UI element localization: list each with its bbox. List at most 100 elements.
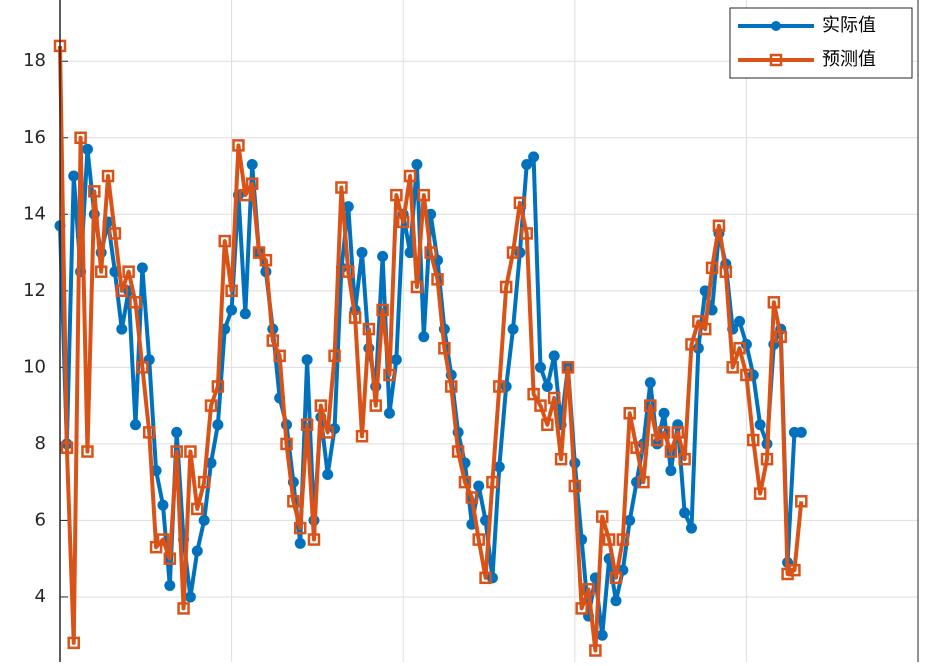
marker bbox=[623, 407, 636, 420]
marker bbox=[760, 452, 774, 466]
marker bbox=[149, 540, 163, 554]
marker bbox=[657, 426, 671, 439]
marker bbox=[514, 247, 526, 259]
marker bbox=[671, 426, 685, 439]
marker bbox=[616, 533, 630, 546]
legend-marker bbox=[771, 21, 781, 31]
marker bbox=[156, 533, 170, 546]
marker bbox=[191, 502, 204, 516]
marker bbox=[239, 308, 251, 320]
marker bbox=[348, 311, 362, 324]
marker bbox=[438, 341, 451, 355]
marker bbox=[136, 262, 148, 274]
marker bbox=[122, 265, 135, 278]
marker bbox=[486, 475, 499, 489]
marker bbox=[232, 139, 245, 152]
marker bbox=[528, 151, 540, 163]
marker bbox=[521, 159, 533, 171]
marker bbox=[410, 280, 424, 294]
marker bbox=[692, 315, 705, 328]
marker bbox=[226, 304, 238, 316]
marker bbox=[411, 159, 423, 171]
marker bbox=[424, 246, 437, 259]
marker bbox=[322, 468, 334, 480]
marker bbox=[67, 636, 80, 650]
y-tick-label: 4 bbox=[35, 586, 46, 607]
marker bbox=[520, 227, 534, 240]
marker bbox=[479, 571, 492, 585]
marker bbox=[507, 323, 519, 335]
marker bbox=[403, 169, 417, 183]
marker bbox=[658, 407, 670, 419]
marker bbox=[94, 265, 108, 278]
marker bbox=[568, 479, 582, 493]
marker bbox=[218, 234, 231, 248]
marker bbox=[184, 591, 196, 603]
marker bbox=[678, 452, 691, 466]
marker bbox=[68, 170, 80, 182]
marker bbox=[177, 602, 190, 615]
marker bbox=[197, 475, 211, 489]
y-tick-label: 10 bbox=[23, 356, 46, 377]
marker bbox=[719, 265, 733, 278]
marker bbox=[644, 377, 656, 389]
marker bbox=[198, 514, 210, 526]
y-tick-label: 8 bbox=[35, 433, 46, 454]
marker bbox=[631, 476, 643, 488]
marker bbox=[390, 188, 403, 202]
marker bbox=[142, 426, 156, 439]
marker bbox=[705, 261, 719, 275]
marker bbox=[650, 433, 664, 447]
marker bbox=[130, 419, 142, 431]
marker bbox=[307, 533, 321, 546]
marker bbox=[246, 159, 258, 171]
marker bbox=[287, 495, 300, 508]
marker bbox=[191, 545, 203, 557]
marker bbox=[184, 445, 197, 458]
marker bbox=[637, 475, 650, 489]
marker bbox=[747, 369, 759, 381]
legend-box bbox=[729, 7, 913, 79]
marker bbox=[602, 533, 616, 546]
marker bbox=[321, 426, 334, 439]
marker bbox=[795, 426, 807, 438]
marker bbox=[561, 361, 575, 374]
marker bbox=[664, 445, 678, 458]
marker bbox=[685, 522, 697, 534]
marker bbox=[624, 514, 636, 526]
marker bbox=[506, 246, 520, 259]
marker bbox=[726, 361, 739, 374]
marker bbox=[465, 491, 479, 504]
marker bbox=[734, 315, 746, 327]
marker bbox=[88, 185, 101, 198]
legend-label: 实际值 bbox=[822, 15, 876, 36]
marker bbox=[554, 452, 568, 466]
marker bbox=[458, 475, 472, 489]
marker bbox=[239, 188, 252, 202]
marker bbox=[211, 380, 225, 393]
marker bbox=[548, 350, 560, 362]
marker bbox=[294, 537, 306, 549]
marker bbox=[245, 177, 259, 190]
marker bbox=[116, 323, 128, 335]
marker bbox=[541, 418, 554, 432]
marker bbox=[376, 303, 389, 317]
marker bbox=[493, 380, 506, 393]
marker bbox=[342, 265, 355, 278]
marker bbox=[795, 495, 808, 508]
marker bbox=[610, 595, 622, 607]
marker bbox=[534, 399, 547, 412]
y-tick-label: 16 bbox=[23, 127, 46, 148]
marker bbox=[74, 131, 87, 145]
marker bbox=[644, 399, 657, 412]
marker bbox=[754, 419, 766, 431]
marker bbox=[547, 391, 561, 405]
marker bbox=[273, 349, 286, 363]
marker bbox=[390, 354, 402, 366]
marker bbox=[377, 250, 389, 262]
marker bbox=[101, 169, 115, 183]
marker bbox=[252, 246, 266, 259]
marker bbox=[301, 354, 313, 366]
marker bbox=[157, 499, 169, 511]
